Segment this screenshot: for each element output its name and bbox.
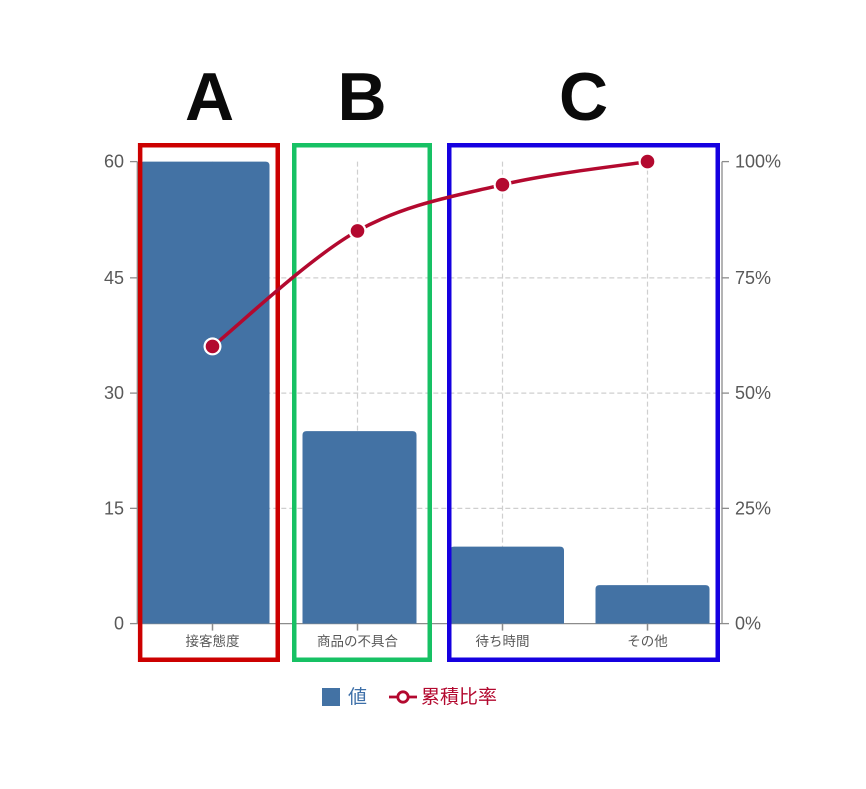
- svg-text:累積比率: 累積比率: [421, 686, 497, 708]
- svg-text:45: 45: [104, 268, 124, 288]
- svg-text:待ち時間: 待ち時間: [476, 634, 530, 649]
- svg-text:15: 15: [104, 498, 124, 518]
- svg-text:C: C: [559, 59, 608, 135]
- svg-text:30: 30: [104, 383, 124, 403]
- svg-text:100%: 100%: [735, 152, 781, 172]
- svg-text:25%: 25%: [735, 498, 771, 518]
- svg-text:値: 値: [348, 686, 367, 708]
- svg-text:50%: 50%: [735, 383, 771, 403]
- svg-text:商品の不具合: 商品の不具合: [317, 634, 398, 649]
- svg-text:60: 60: [104, 152, 124, 172]
- svg-text:A: A: [185, 59, 234, 135]
- svg-text:75%: 75%: [735, 268, 771, 288]
- svg-text:0: 0: [114, 614, 124, 634]
- svg-text:0%: 0%: [735, 614, 761, 634]
- svg-text:接客態度: 接客態度: [186, 633, 240, 649]
- svg-text:その他: その他: [627, 634, 668, 649]
- svg-text:B: B: [337, 59, 386, 135]
